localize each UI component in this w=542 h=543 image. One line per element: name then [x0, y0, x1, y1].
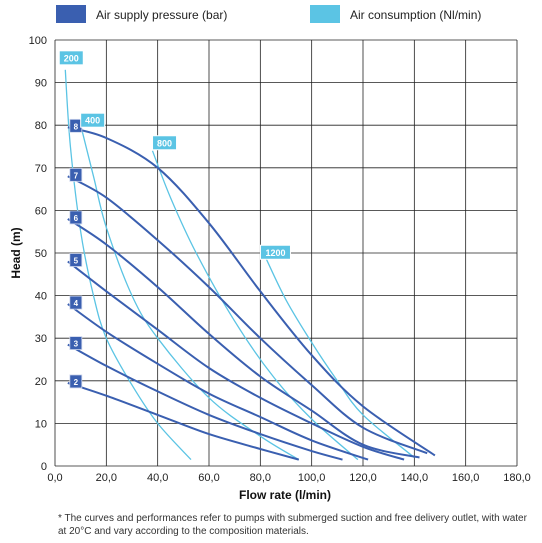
grid [54, 39, 518, 467]
pressure-tag-7 [69, 167, 83, 182]
axes: 0,0 20,0 40,0 60,0 80,0 100,0 120,0 140,0 160,0 1… [29, 35, 531, 484]
x-tick-label: 100,0 [298, 472, 326, 484]
y-tick-label: 100 [29, 35, 47, 47]
footnote: * The curves and performances refer to p… [58, 513, 527, 537]
x-tick-label: 80,0 [250, 472, 271, 484]
pressure-tag-label: 5 [74, 257, 79, 266]
legend-label: Air consumption (Nl/min) [350, 8, 481, 22]
y-tick-label: 50 [35, 248, 47, 260]
x-tick-label: 20,0 [96, 472, 117, 484]
y-tick-label: 60 [35, 205, 47, 217]
consumption-tag-1200 [259, 244, 291, 260]
y-tick-label: 70 [35, 163, 47, 175]
consumption-curve-200 [64, 69, 192, 461]
air-pressure-curves [67, 126, 436, 461]
pressure-tag-label: 8 [74, 122, 79, 131]
consumption-tag-400 [80, 112, 106, 128]
consumption-tag-label: 400 [85, 116, 100, 126]
legend-swatch [310, 5, 340, 23]
y-tick-label: 20 [35, 376, 47, 388]
pressure-tag-2 [69, 374, 83, 389]
pressure-curve-4-bar [67, 303, 369, 461]
pressure-curve-8-bar [67, 126, 436, 457]
pressure-curve-7-bar [67, 175, 428, 455]
pump-performance-chart: Air supply pressure (bar) Air consumption… [9, 5, 531, 502]
x-tick-label: 40,0 [147, 472, 168, 484]
x-tick-label: 120,0 [349, 472, 377, 484]
y-tick-label: 0 [41, 461, 47, 473]
y-tick-label: 10 [35, 418, 47, 430]
consumption-tag-800 [152, 135, 178, 151]
y-axis-title: Head (m) [9, 227, 23, 278]
x-tick-label: 60,0 [198, 472, 219, 484]
y-tick-label: 90 [35, 78, 47, 90]
pressure-tag-6 [69, 210, 83, 225]
pressure-tag-4 [69, 295, 83, 310]
x-tick-label: 180,0 [503, 472, 531, 484]
consumption-curve-800 [151, 150, 359, 461]
pressure-tag-label: 7 [74, 171, 79, 180]
consumption-curve-400 [80, 125, 300, 461]
pressure-tag-label: 2 [74, 378, 79, 387]
consumption-tag-label: 1200 [265, 248, 285, 258]
legend-swatch [56, 5, 86, 23]
x-tick-label: 160,0 [452, 472, 480, 484]
y-tick-label: 40 [35, 291, 47, 303]
legend-label: Air supply pressure (bar) [96, 8, 227, 22]
pressure-curve-3-bar [67, 343, 343, 461]
x-tick-label: 140,0 [401, 472, 429, 484]
pressure-tag-5 [69, 253, 83, 267]
pressure-tag-label: 4 [74, 299, 79, 308]
pressure-curve-6-bar [67, 218, 420, 459]
y-tick-label: 30 [35, 333, 47, 345]
pressure-curve-2-bar [67, 381, 300, 461]
curve-labels: 2 3 4 5 6 7 8 200 400 800 1200 [58, 50, 291, 389]
legend: Air supply pressure (bar) Air consumption… [56, 5, 481, 23]
pressure-tag-label: 3 [74, 340, 79, 349]
consumption-tag-label: 800 [157, 138, 172, 148]
x-axis-title: Flow rate (l/min) [239, 488, 331, 502]
consumption-curve-1200 [264, 257, 415, 458]
pressure-tag-label: 6 [74, 214, 79, 223]
consumption-tag-label: 200 [64, 53, 79, 63]
consumption-tag-200 [58, 50, 84, 66]
y-tick-label: 80 [35, 120, 47, 132]
pressure-tag-3 [69, 336, 83, 350]
x-tick-label: 0,0 [47, 472, 62, 484]
pressure-curve-5-bar [67, 260, 405, 461]
